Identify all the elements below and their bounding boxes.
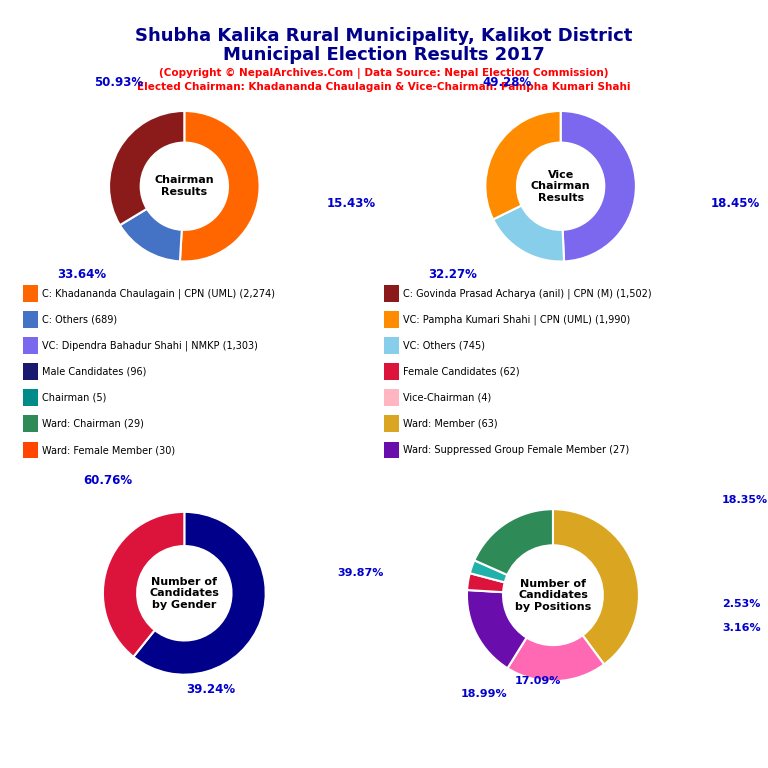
Text: Shubha Kalika Rural Municipality, Kalikot District: Shubha Kalika Rural Municipality, Kaliko… — [135, 27, 633, 45]
Text: Municipal Election Results 2017: Municipal Election Results 2017 — [223, 46, 545, 64]
Text: Ward: Chairman (29): Ward: Chairman (29) — [42, 419, 144, 429]
Text: 39.87%: 39.87% — [338, 568, 384, 578]
Text: Chairman (5): Chairman (5) — [42, 392, 107, 403]
Wedge shape — [561, 111, 636, 261]
Wedge shape — [553, 509, 639, 664]
Text: Ward: Member (63): Ward: Member (63) — [403, 419, 498, 429]
Text: 17.09%: 17.09% — [515, 676, 561, 686]
Wedge shape — [508, 635, 604, 681]
Text: Female Candidates (62): Female Candidates (62) — [403, 366, 520, 377]
Wedge shape — [470, 561, 508, 582]
Text: 18.45%: 18.45% — [710, 197, 760, 210]
Wedge shape — [467, 590, 527, 668]
Text: Number of
Candidates
by Gender: Number of Candidates by Gender — [150, 577, 219, 610]
Wedge shape — [103, 511, 184, 657]
Text: 18.99%: 18.99% — [461, 689, 507, 699]
Wedge shape — [475, 509, 553, 575]
Text: VC: Pampha Kumari Shahi | CPN (UML) (1,990): VC: Pampha Kumari Shahi | CPN (UML) (1,9… — [403, 314, 631, 325]
Text: C: Khadananda Chaulagain | CPN (UML) (2,274): C: Khadananda Chaulagain | CPN (UML) (2,… — [42, 288, 275, 299]
Text: Vice
Chairman
Results: Vice Chairman Results — [531, 170, 591, 203]
Wedge shape — [493, 206, 564, 261]
Text: 33.64%: 33.64% — [58, 268, 107, 281]
Text: C: Govinda Prasad Acharya (anil) | CPN (M) (1,502): C: Govinda Prasad Acharya (anil) | CPN (… — [403, 288, 652, 299]
Text: 2.53%: 2.53% — [722, 599, 760, 609]
Text: (Copyright © NepalArchives.Com | Data Source: Nepal Election Commission): (Copyright © NepalArchives.Com | Data So… — [159, 68, 609, 78]
Text: Elected Chairman: Khadananda Chaulagain & Vice-Chairman: Pampha Kumari Shahi: Elected Chairman: Khadananda Chaulagain … — [137, 82, 631, 92]
Text: 32.27%: 32.27% — [429, 268, 478, 281]
Text: Ward: Female Member (30): Ward: Female Member (30) — [42, 445, 175, 455]
Wedge shape — [120, 209, 182, 261]
Text: Vice-Chairman (4): Vice-Chairman (4) — [403, 392, 492, 403]
Text: Chairman
Results: Chairman Results — [154, 175, 214, 197]
Wedge shape — [180, 111, 260, 261]
Text: C: Others (689): C: Others (689) — [42, 314, 118, 325]
Text: VC: Others (745): VC: Others (745) — [403, 340, 485, 351]
Text: 39.24%: 39.24% — [187, 683, 236, 696]
Text: 49.28%: 49.28% — [482, 76, 531, 89]
Text: 15.43%: 15.43% — [326, 197, 376, 210]
Wedge shape — [485, 111, 561, 220]
Wedge shape — [109, 111, 184, 225]
Text: VC: Dipendra Bahadur Shahi | NMKP (1,303): VC: Dipendra Bahadur Shahi | NMKP (1,303… — [42, 340, 258, 351]
Text: 50.93%: 50.93% — [94, 76, 144, 89]
Text: Ward: Suppressed Group Female Member (27): Ward: Suppressed Group Female Member (27… — [403, 445, 630, 455]
Text: Male Candidates (96): Male Candidates (96) — [42, 366, 147, 377]
Text: Number of
Candidates
by Positions: Number of Candidates by Positions — [515, 578, 591, 612]
Text: 18.35%: 18.35% — [722, 495, 768, 505]
Text: 60.76%: 60.76% — [83, 474, 132, 487]
Text: 3.16%: 3.16% — [722, 624, 760, 634]
Wedge shape — [467, 573, 505, 592]
Wedge shape — [134, 511, 266, 674]
